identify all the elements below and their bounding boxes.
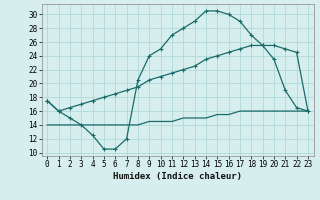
X-axis label: Humidex (Indice chaleur): Humidex (Indice chaleur)	[113, 172, 242, 181]
